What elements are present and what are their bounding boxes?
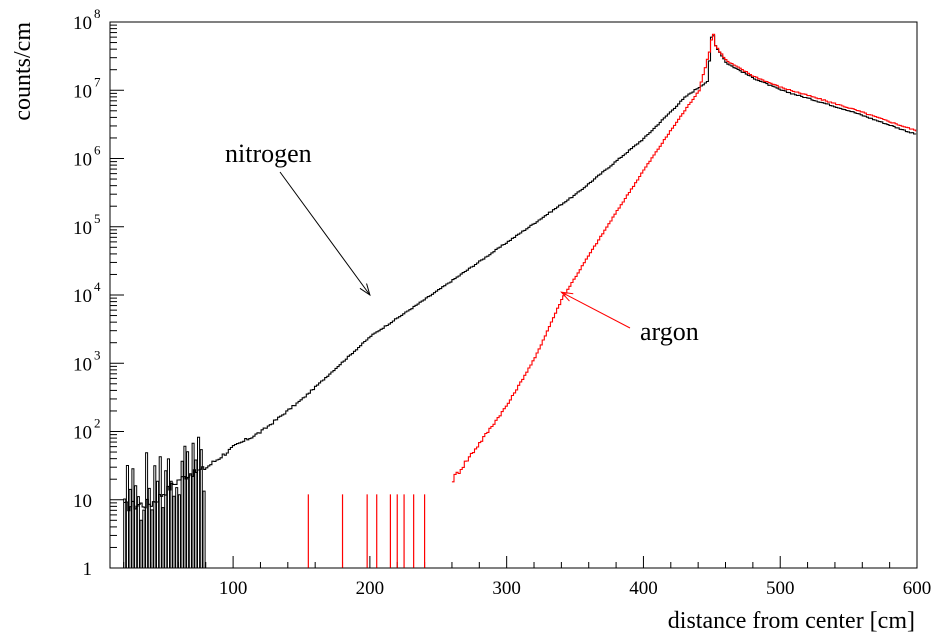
y-tick-exponent: 6 [94, 143, 101, 158]
x-axis-ticks: 100 200 300 400 500 600 [124, 556, 932, 599]
x-tick-label: 600 [903, 578, 932, 599]
y-tick-label: 10 [73, 218, 92, 239]
x-axis-title: distance from center [cm] [668, 608, 915, 634]
y-tick-label: 10 [73, 81, 92, 102]
plot-frame [110, 22, 917, 568]
series-noise-nitrogen [124, 437, 205, 568]
x-tick-label: 200 [356, 578, 385, 599]
y-tick-exponent: 4 [94, 279, 101, 294]
y-tick-exponent: 7 [94, 74, 101, 89]
y-tick-exponent: 5 [94, 211, 101, 226]
series-line-nitrogen [124, 36, 916, 511]
y-tick-label: 10 [73, 286, 92, 307]
x-tick-label: 400 [629, 578, 658, 599]
y-axis-title: counts/cm [10, 22, 36, 121]
series-line-argon [452, 34, 916, 482]
y-tick-exponent: 8 [94, 6, 101, 21]
y-tick-label: 10 [73, 491, 92, 512]
y-tick-label: 10 [73, 13, 92, 34]
annotation-label-nitrogen: nitrogen [225, 139, 312, 168]
y-tick-label: 10 [73, 354, 92, 375]
annotation-arrow-argon [561, 292, 630, 328]
x-tick-label: 300 [492, 578, 521, 599]
series-layer [124, 34, 916, 567]
y-tick-label: 1 [83, 559, 93, 580]
x-tick-label: 500 [766, 578, 795, 599]
x-tick-label: 100 [219, 578, 248, 599]
y-tick-exponent: 3 [94, 347, 101, 362]
annotation-arrow-nitrogen [280, 172, 370, 295]
y-tick-exponent: 2 [94, 416, 101, 431]
annotation-label-argon: argon [640, 317, 699, 346]
y-tick-label: 10 [73, 423, 92, 444]
y-tick-label: 10 [73, 150, 92, 171]
annotation-layer: nitrogen argon [225, 139, 699, 346]
